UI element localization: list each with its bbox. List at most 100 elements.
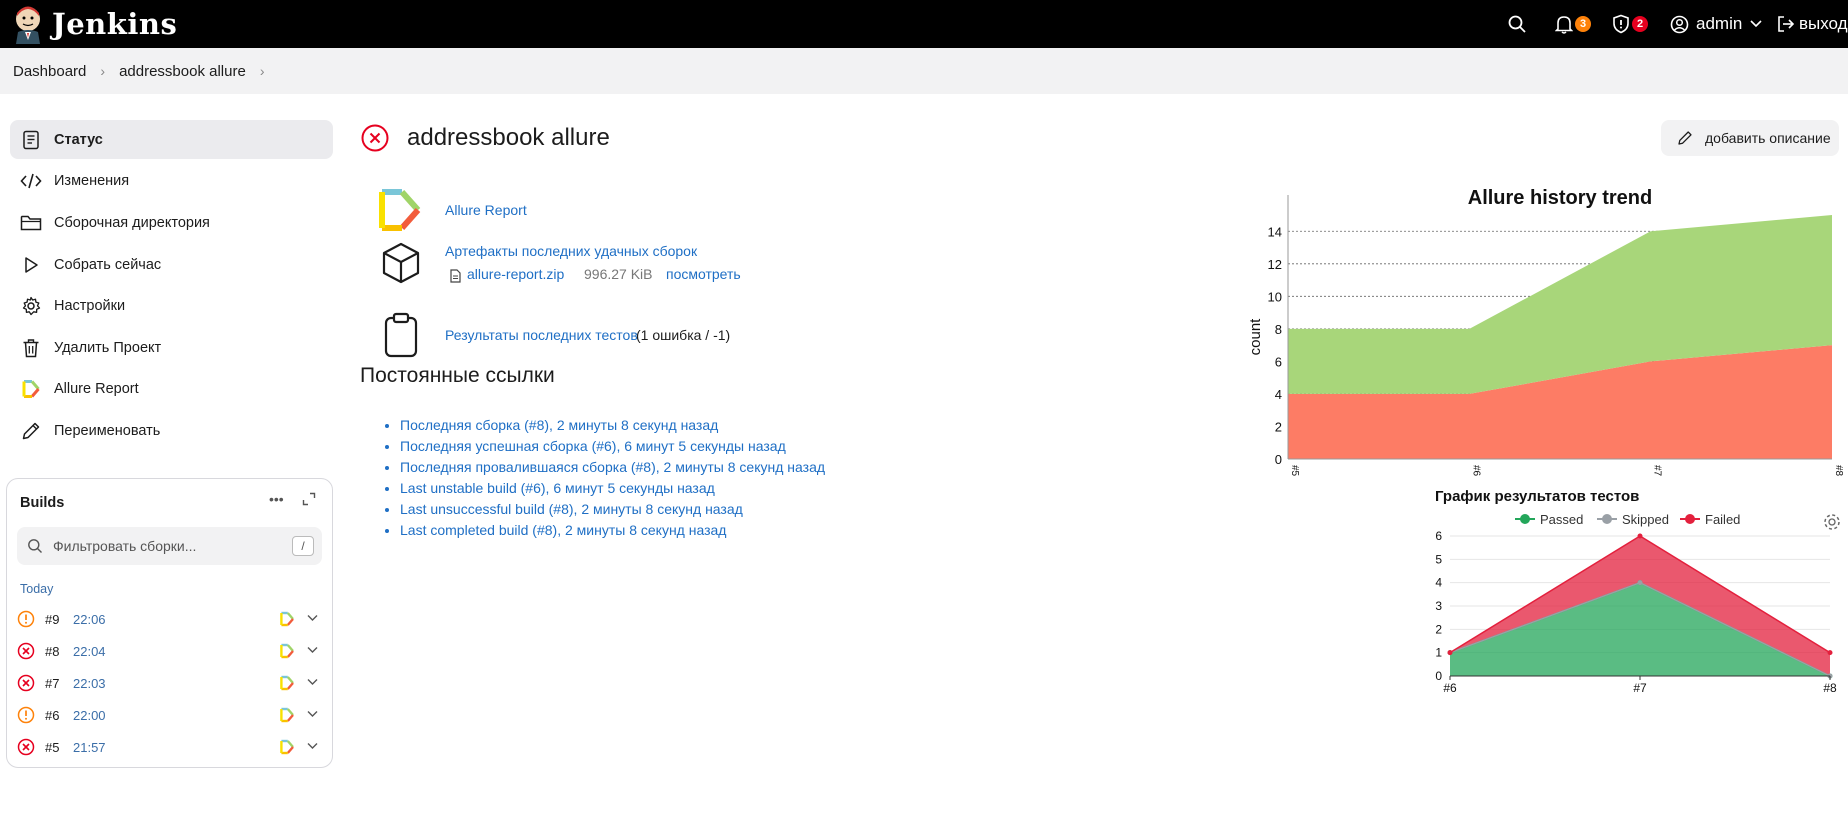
allure-icon: [379, 189, 421, 231]
gear-icon: [20, 295, 42, 317]
add-description-button[interactable]: добавить описание: [1661, 120, 1839, 156]
build-time[interactable]: 22:04: [73, 643, 106, 659]
permalink-last-unsuccessful[interactable]: Last unsuccessful build (#8), 2 минуты 8…: [400, 501, 743, 517]
build-number[interactable]: #5: [45, 739, 60, 755]
build-time[interactable]: 22:03: [73, 675, 106, 691]
sidebar-item-delete[interactable]: Удалить Проект: [10, 328, 333, 367]
sidebar-item-allure-report[interactable]: Allure Report: [10, 369, 333, 408]
sidebar-item-build-now[interactable]: Собрать сейчас: [10, 245, 333, 284]
permalink-last-failed[interactable]: Последняя провалившаяся сборка (#8), 2 м…: [400, 459, 826, 475]
area-passed[interactable]: [1450, 582, 1830, 676]
pencil-icon: [1678, 131, 1692, 145]
legend-label[interactable]: Skipped: [1622, 512, 1669, 527]
point-failed[interactable]: [1447, 650, 1453, 656]
build-row[interactable]: #9 22:06: [17, 605, 322, 633]
x-tick-label: #5: [1289, 465, 1300, 477]
build-row[interactable]: #6 22:00: [17, 701, 322, 729]
breadcrumb-project[interactable]: addressbook allure: [119, 62, 246, 80]
build-time[interactable]: 21:57: [73, 739, 106, 755]
allure-history-trend-chart[interactable]: Allure history trend count 0 2 4 6 8 10 12 14 #5 #6…: [1235, 175, 1848, 485]
list-item: Last unsuccessful build (#8), 2 минуты 8…: [400, 499, 825, 520]
allure-icon[interactable]: [279, 643, 295, 662]
build-filter-input[interactable]: [53, 538, 283, 554]
point-failed[interactable]: [1637, 533, 1643, 539]
legend-label[interactable]: Passed: [1540, 512, 1583, 527]
allure-icon[interactable]: [279, 739, 295, 758]
area-series-1[interactable]: [1288, 215, 1832, 394]
point-skipped[interactable]: [1637, 580, 1643, 586]
legend-label[interactable]: Failed: [1705, 512, 1740, 527]
y-tick-label: 1: [1435, 646, 1442, 660]
sidebar-item-label: Настройки: [54, 297, 126, 314]
sidebar-item-label: Собрать сейчас: [54, 256, 162, 273]
search-icon: [28, 539, 42, 553]
user-menu[interactable]: admin: [1670, 0, 1762, 48]
test-results-chart[interactable]: График результатов тестов Passed Skipped Fa…: [1425, 480, 1848, 700]
breadcrumb-dashboard[interactable]: Dashboard: [13, 62, 87, 80]
build-number[interactable]: #6: [45, 707, 60, 723]
gear-icon[interactable]: [1824, 514, 1840, 530]
x-tick-label: #7: [1633, 681, 1647, 695]
allure-icon[interactable]: [279, 611, 295, 630]
allure-icon[interactable]: [279, 675, 295, 694]
area-failed[interactable]: [1450, 536, 1830, 676]
notifications-button[interactable]: 3: [1555, 0, 1591, 48]
allure-icon[interactable]: [279, 707, 295, 726]
build-time[interactable]: 22:00: [73, 707, 106, 723]
sidebar-item-configure[interactable]: Настройки: [10, 286, 333, 325]
sidebar-item-rename[interactable]: Переименовать: [10, 411, 333, 450]
builds-title: Builds: [20, 495, 65, 511]
sidebar-item-workspace[interactable]: Сборочная директория: [10, 203, 333, 242]
shield-icon: [1613, 14, 1629, 34]
artifacts-link[interactable]: Артефакты последних удачных сборок: [445, 243, 698, 259]
jenkins-home-link[interactable]: Jenkins: [12, 0, 177, 48]
artifact-file-link[interactable]: allure-report.zip: [467, 266, 565, 282]
build-filter: /: [17, 527, 322, 565]
logout-icon: [1778, 16, 1795, 32]
folder-icon: [20, 212, 42, 234]
area-series-0[interactable]: [1288, 345, 1832, 459]
chevron-down-icon[interactable]: [307, 738, 318, 753]
artifact-view-link[interactable]: посмотреть: [666, 266, 741, 282]
y-tick-label: 10: [1268, 289, 1282, 304]
more-options-icon[interactable]: •••: [269, 491, 284, 507]
add-description-label: добавить описание: [1705, 130, 1831, 146]
brand-name: Jenkins: [52, 7, 178, 41]
expand-icon[interactable]: [302, 492, 316, 511]
build-row[interactable]: #8 22:04: [17, 637, 322, 665]
build-row[interactable]: #5 21:57: [17, 733, 322, 761]
y-tick-label: 4: [1275, 387, 1282, 402]
build-number[interactable]: #7: [45, 675, 60, 691]
permalink-last-build[interactable]: Последняя сборка (#8), 2 минуты 8 секунд…: [400, 417, 719, 433]
build-time[interactable]: 22:06: [73, 611, 106, 627]
y-tick-label: 4: [1435, 576, 1442, 590]
build-row[interactable]: #7 22:03: [17, 669, 322, 697]
permalink-last-unstable[interactable]: Last unstable build (#6), 6 минут 5 секу…: [400, 480, 715, 496]
permalink-last-stable[interactable]: Последняя успешная сборка (#6), 6 минут …: [400, 438, 786, 454]
build-number[interactable]: #9: [45, 611, 60, 627]
chevron-down-icon[interactable]: [307, 706, 318, 721]
y-axis-label: count: [1247, 318, 1264, 356]
sidebar-item-label: Изменения: [54, 172, 130, 189]
allure-report-link[interactable]: Allure Report: [445, 202, 527, 218]
search-button[interactable]: [1507, 0, 1527, 48]
sidebar-item-label: Переименовать: [54, 422, 161, 439]
permalink-last-completed[interactable]: Last completed build (#8), 2 минуты 8 се…: [400, 522, 727, 538]
chevron-down-icon[interactable]: [307, 642, 318, 657]
security-button[interactable]: 2: [1612, 0, 1648, 48]
chart-title: Allure history trend: [1468, 187, 1652, 209]
sidebar-item-changes[interactable]: Изменения: [10, 161, 333, 200]
build-group-label: Today: [20, 582, 54, 596]
search-icon: [1508, 15, 1526, 33]
chevron-down-icon[interactable]: [307, 610, 318, 625]
sidebar-item-status[interactable]: Статус: [10, 120, 333, 159]
point-failed[interactable]: [1827, 650, 1833, 656]
logout-button[interactable]: выход: [1777, 0, 1848, 48]
build-number[interactable]: #8: [45, 643, 60, 659]
test-results-link[interactable]: Результаты последних тестов: [445, 327, 638, 343]
list-item: Последняя успешная сборка (#6), 6 минут …: [400, 436, 825, 457]
jenkins-logo-icon: [16, 6, 40, 44]
chevron-down-icon[interactable]: [307, 674, 318, 689]
chevron-right-icon[interactable]: ›: [259, 63, 265, 79]
keyboard-shortcut-hint: /: [292, 536, 314, 556]
